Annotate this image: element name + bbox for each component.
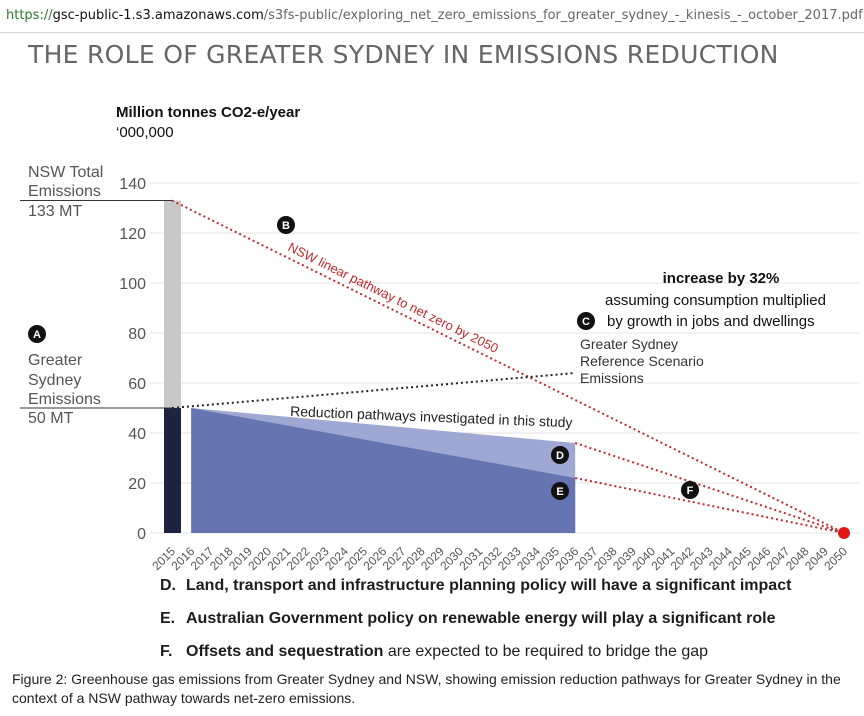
list-bold-text: Australian Government policy on renewabl… [186,610,776,627]
list-letter: D. [160,577,176,594]
reference-scenario-label: Reference Scenario [580,353,704,369]
y-tick-label: 120 [119,226,146,243]
list-bold-text: Land, transport and infrastructure plann… [186,577,792,594]
y-axis-subtitle: ‘000,000 [116,124,174,141]
greater-sydney-value: 50 MT [28,410,74,427]
y-tick-label: 100 [119,276,146,293]
reference-scenario-label: Greater Sydney [580,336,678,352]
marker-e-letter: E [556,486,563,498]
y-axis-title: Million tonnes CO2-e/year [116,104,300,121]
list-letter: F. [160,643,173,660]
figure-caption: Figure 2: Greenhouse gas emissions from … [12,671,841,706]
pathway-e-extension-line [574,477,845,534]
reference-scenario-label: Emissions [580,370,644,386]
nsw-pathway-annotation: NSW linear pathway to net zero by 2050 [286,239,501,356]
y-tick-label: 140 [119,176,146,193]
y-tick-label: 20 [128,476,146,493]
emissions-chart: 0 20 40 60 80 100 120 140 Million tonnes CO2-e/y… [20,104,860,573]
reference-scenario-line [171,372,576,409]
nsw-total-value: 133 MT [28,203,82,220]
greater-sydney-bar [164,408,181,533]
marker-b [277,216,295,234]
y-tick-label: 80 [128,326,146,343]
url-path: /s3fs-public/exploring_net_zero_emission… [263,8,863,23]
marker-a [28,325,46,343]
marker-c-letter: C [582,316,590,328]
list-item-f: F. Offsets and sequestration are expected… [160,643,708,661]
list-letter: E. [160,610,176,627]
address-bar-divider [0,32,864,33]
marker-f-letter: F [687,485,694,497]
list-item-e: E. Australian Government policy on renewa… [160,610,776,628]
x-tick-label: 2050 [821,544,850,573]
marker-e [551,482,569,500]
url-protocol: https:// [6,8,53,23]
y-tick-label: 40 [128,426,146,443]
page-title: THE ROLE OF GREATER SYDNEY IN EMISSIONS … [28,40,779,69]
assumption-annotation: assuming consumption multiplied [605,292,826,309]
y-tick-label: 60 [128,376,146,393]
assumption-annotation: by growth in jobs and dwellings [607,313,815,330]
pathway-d-extension-line [574,442,845,534]
marker-b-letter: B [282,220,290,232]
greater-sydney-label: Emissions [28,391,101,408]
nsw-total-label: NSW Total [28,164,103,181]
net-zero-2050-dot [838,527,850,539]
list-bold-text: Offsets and sequestration [186,643,384,660]
marker-f [681,481,699,499]
greater-sydney-label: Greater [28,352,83,369]
greater-sydney-label: Sydney [28,372,81,389]
pathway-e-area [191,408,576,533]
list-item-d: D. Land, transport and infrastructure pla… [160,577,791,595]
list-rest-text: are expected to be required to bridge th… [383,643,709,660]
url-host: gsc-public-1.s3.amazonaws.com [52,8,264,23]
nsw-total-label: Emissions [28,183,101,200]
marker-c [577,312,595,330]
marker-d-letter: D [556,450,564,462]
increase-annotation: increase by 32% [663,270,780,287]
marker-a-letter: A [33,329,41,341]
y-tick-label: 0 [137,526,146,543]
address-bar[interactable]: https://gsc-public-1.s3.amazonaws.com/s3… [0,0,864,32]
marker-d [551,446,569,464]
